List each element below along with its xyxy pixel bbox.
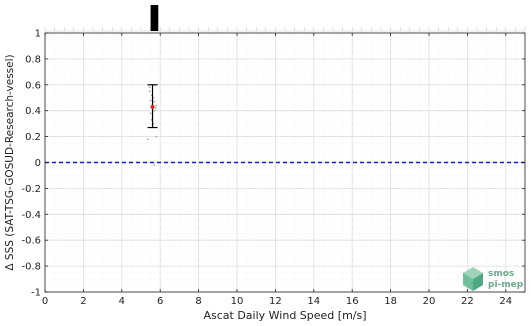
x-axis: 0 2 4 6 8 10 12 14 16 18 20 22 24 — [42, 33, 512, 307]
scatter-point — [154, 107, 157, 109]
y-tick-label: 0 — [35, 158, 41, 169]
scatter-point — [148, 90, 151, 93]
histogram-bar — [150, 5, 159, 31]
x-tick-label: 20 — [423, 296, 436, 307]
mean-point — [150, 104, 155, 109]
x-axis-title: Ascat Daily Wind Speed [m/s] — [203, 309, 366, 322]
x-tick-label: 14 — [307, 296, 320, 307]
scatter-point — [153, 100, 156, 103]
y-tick-label: -0.8 — [21, 262, 41, 273]
y-axis: 1 0.8 0.6 0.4 0.2 0 -0.2 -0.4 -0.6 -0.8 -1 — [21, 29, 525, 299]
logo-line1: smos — [488, 269, 514, 279]
x-tick-label: 10 — [231, 296, 244, 307]
x-tick-label: 22 — [461, 296, 474, 307]
histogram-strip — [44, 5, 526, 32]
x-tick-label: 2 — [80, 296, 86, 307]
y-tick-label: 0.4 — [25, 106, 41, 117]
y-tick-label: 1 — [35, 29, 41, 40]
logo-cube-right — [473, 273, 483, 291]
y-tick-label: 0.2 — [25, 132, 41, 143]
scatter-point — [155, 135, 158, 138]
error-bar — [147, 84, 158, 129]
logo-line2: pi-mep — [488, 280, 524, 290]
y-tick-label: -1 — [31, 288, 41, 299]
x-tick-label: 12 — [269, 296, 282, 307]
scatter-point — [148, 86, 151, 89]
scatter-point — [146, 138, 149, 140]
y-tick-label: -0.6 — [21, 236, 41, 247]
logo-cube-left — [463, 273, 473, 291]
x-tick-label: 24 — [499, 296, 512, 307]
y-tick-label: 0.6 — [25, 80, 41, 91]
x-tick-label: 6 — [157, 296, 163, 307]
scatter-point — [149, 99, 152, 102]
scatter-point — [153, 164, 156, 166]
y-tick-label: -0.4 — [21, 210, 41, 221]
logo-cube-icon — [463, 267, 483, 291]
scatter-point — [153, 109, 156, 112]
grid-lines — [44, 32, 526, 293]
x-tick-label: 4 — [119, 296, 125, 307]
y-tick-label: -0.2 — [21, 184, 41, 195]
x-tick-label: 16 — [346, 296, 359, 307]
scatter-point — [149, 112, 152, 115]
x-tick-label: 0 — [42, 296, 48, 307]
smos-pimep-logo: smos pi-mep — [463, 267, 524, 291]
y-axis-title: Δ SSS (SAT-TSG-GOSUD-Research-vessel) — [4, 54, 16, 270]
scatter-point — [155, 104, 158, 107]
x-tick-label: 18 — [384, 296, 397, 307]
y-tick-label: 0.8 — [25, 54, 41, 65]
x-tick-label: 8 — [195, 296, 201, 307]
